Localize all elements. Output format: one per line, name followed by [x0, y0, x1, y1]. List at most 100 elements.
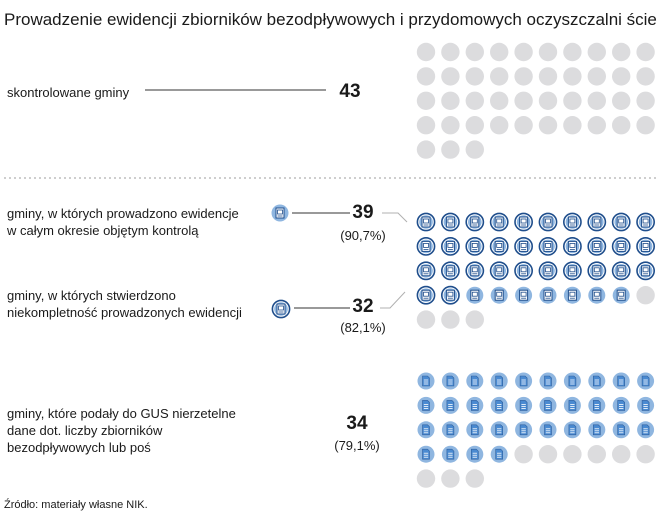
row-1-unit-22	[441, 91, 460, 111]
label-row-4: gminy, które podały do GUS nierzetelne d…	[7, 405, 236, 456]
row-1-unit-14	[490, 67, 509, 86]
row-4-unit-32	[441, 445, 459, 463]
row-4-unit-14	[490, 396, 508, 414]
row-4-unit-4	[490, 372, 508, 390]
row-4-unit-20	[637, 396, 655, 414]
row-3-legend-icon	[271, 299, 291, 319]
row-4-unit-34	[490, 445, 508, 463]
row-2-3-unit-10	[636, 212, 656, 232]
row-1-unit-7	[563, 42, 582, 62]
connector-row-3	[380, 291, 406, 309]
row-2-3-unit-41	[416, 310, 436, 329]
row-4-unit-23	[466, 421, 484, 439]
row-1-unit-18	[587, 67, 606, 86]
row-1-unit-41	[416, 140, 436, 159]
row-1-unit-1	[416, 42, 436, 62]
value-row-1: 43	[339, 81, 361, 102]
label-row-3-line-1: gminy, w których stwierdzono	[7, 288, 176, 303]
row-1-unit-11	[416, 67, 436, 86]
row-2-3-unit-34	[490, 286, 508, 304]
row-1-unit-19	[612, 67, 631, 86]
row-1-unit-40	[636, 116, 655, 135]
row-2-3-unit-29	[611, 261, 631, 281]
row-1-unit-10	[636, 42, 655, 62]
row-2-3-unit-14	[489, 236, 509, 256]
row-2-3-unit-32	[440, 285, 460, 305]
row-4-unit-35	[514, 445, 533, 464]
row-4-unit-31	[417, 445, 435, 463]
row-1-unit-26	[538, 91, 558, 111]
row-4-unit-27	[563, 421, 581, 439]
row-1-unit-8	[587, 42, 606, 62]
row-2-3-unit-5	[514, 212, 534, 232]
row-1-unit-24	[490, 91, 509, 111]
label-row-3: gminy, w których stwierdzono niekompletn…	[7, 287, 242, 321]
row-1-unit-36	[538, 116, 558, 135]
row-4-unit-29	[612, 421, 630, 439]
row-4-unit-26	[539, 421, 557, 439]
row-4-unit-33	[466, 445, 484, 463]
value-row-2: 39	[352, 202, 374, 223]
value-row-3: 32	[352, 296, 374, 317]
row-1-unit-20	[636, 67, 655, 86]
row-4-unit-25	[515, 421, 533, 439]
row-4-unit-5	[515, 372, 533, 390]
row-4-unit-7	[563, 372, 581, 390]
label-row-1: skontrolowane gminy	[7, 84, 129, 101]
row-1-unit-4	[490, 42, 509, 62]
row-2-3-unit-23	[465, 261, 485, 281]
row-2-3-unit-12	[440, 236, 460, 256]
row-1-unit-28	[587, 91, 606, 111]
row-1-unit-9	[612, 42, 631, 62]
row-2-3-unit-16	[538, 236, 558, 256]
label-row-4-line-3: bezodpływowych lub poś	[7, 440, 151, 455]
row-1-unit-2	[441, 42, 460, 62]
row-2-3-unit-39	[612, 286, 630, 304]
row-2-3-unit-6	[538, 212, 558, 232]
row-1-unit-38	[587, 116, 606, 135]
row-4-unit-21	[417, 421, 435, 439]
row-1-unit-16	[538, 67, 558, 86]
row-1-unit-15	[514, 67, 533, 86]
row-2-3-unit-36	[539, 286, 557, 304]
row-4-unit-10	[637, 372, 655, 390]
row-2-3-unit-27	[563, 261, 582, 281]
label-row-3-line-2: niekompletność prowadzonych ewidencji	[7, 305, 242, 320]
row-2-3-unit-26	[538, 261, 558, 281]
row-4-unit-1	[417, 372, 435, 390]
row-1-unit-12	[441, 67, 460, 86]
label-row-2-line-1: gminy, w których prowadzono ewidencje	[7, 206, 239, 221]
label-row-4-line-1: gminy, które podały do GUS nierzetelne	[7, 406, 236, 421]
row-4-unit-42	[441, 469, 460, 488]
row-1-unit-17	[563, 67, 582, 86]
row-4-unit-37	[563, 445, 582, 464]
row-2-3-unit-11	[416, 236, 436, 256]
row-1-unit-21	[416, 91, 436, 111]
row-1-unit-6	[538, 42, 558, 62]
row-2-3-unit-30	[636, 261, 656, 281]
row-4-unit-30	[637, 421, 655, 439]
row-4-unit-17	[563, 396, 581, 414]
row-4-unit-6	[539, 372, 557, 390]
row-4-unit-22	[441, 421, 459, 439]
row-2-3-unit-3	[465, 212, 485, 232]
row-4-unit-41	[416, 469, 436, 488]
connector-row-2	[382, 212, 408, 223]
row-4-unit-3	[466, 372, 484, 390]
row-2-3-unit-33	[466, 286, 484, 304]
row-4-unit-36	[538, 445, 558, 464]
row-1-unit-3	[465, 42, 484, 62]
row-2-3-unit-43	[465, 310, 484, 329]
row-1-unit-32	[441, 116, 460, 135]
chart-title: Prowadzenie ewidencji zbiorników bezodpł…	[4, 10, 658, 29]
row-2-3-unit-8	[587, 212, 607, 232]
row-1-unit-33	[465, 116, 484, 135]
value-row-4: 34	[346, 413, 368, 434]
row-4-unit-13	[466, 396, 484, 414]
label-row-2-line-2: w całym okresie objętym kontrolą	[7, 223, 199, 238]
row-2-3-unit-20	[636, 236, 656, 256]
row-1-unit-23	[465, 91, 484, 111]
row-2-3-unit-21	[416, 261, 436, 281]
row-2-3-unit-31	[416, 285, 436, 305]
